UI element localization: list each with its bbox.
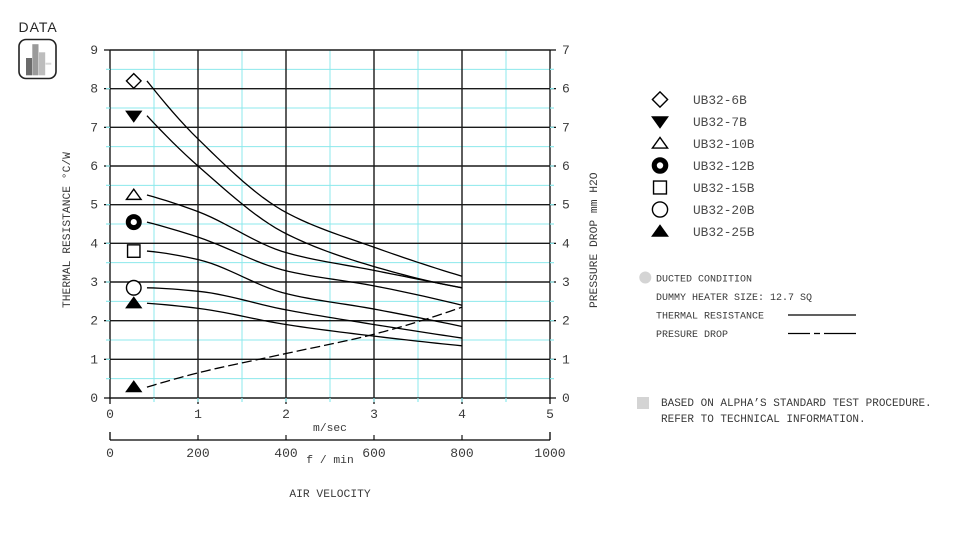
svg-text:1: 1	[562, 352, 570, 367]
svg-text:UB32-15B: UB32-15B	[693, 181, 755, 196]
svg-text:5: 5	[90, 198, 98, 213]
svg-text:4: 4	[562, 236, 570, 251]
svg-text:0: 0	[106, 446, 114, 461]
svg-text:200: 200	[186, 446, 209, 461]
svg-text:UB32-25B: UB32-25B	[693, 225, 755, 240]
svg-text:3: 3	[562, 275, 570, 290]
svg-text:7: 7	[90, 120, 98, 135]
svg-text:6: 6	[90, 159, 98, 174]
svg-text:2: 2	[562, 314, 570, 329]
svg-text:600: 600	[362, 446, 385, 461]
svg-text:THERMAL RESISTANCE °C/W: THERMAL RESISTANCE °C/W	[62, 152, 74, 308]
svg-text:5: 5	[546, 407, 554, 422]
svg-text:AIR VELOCITY: AIR VELOCITY	[289, 489, 371, 501]
svg-text:7: 7	[562, 120, 570, 135]
svg-text:1: 1	[90, 352, 98, 367]
svg-text:UB32-10B: UB32-10B	[693, 137, 755, 152]
svg-text:4: 4	[458, 407, 466, 422]
svg-text:DUMMY HEATER SIZE: 12.7 SQ: DUMMY HEATER SIZE: 12.7 SQ	[656, 293, 812, 304]
svg-text:PRESURE DROP: PRESURE DROP	[656, 330, 728, 341]
svg-text:UB32-20B: UB32-20B	[693, 203, 755, 218]
svg-text:0: 0	[106, 407, 114, 422]
svg-text:6: 6	[562, 82, 570, 97]
svg-text:4: 4	[90, 236, 98, 251]
svg-text:3: 3	[90, 275, 98, 290]
svg-text:1: 1	[194, 407, 202, 422]
svg-text:2: 2	[282, 407, 290, 422]
svg-text:400: 400	[274, 446, 297, 461]
svg-text:6: 6	[562, 159, 570, 174]
svg-text:DUCTED CONDITION: DUCTED CONDITION	[656, 275, 752, 286]
svg-text:1000: 1000	[534, 446, 565, 461]
svg-text:800: 800	[450, 446, 473, 461]
svg-text:8: 8	[90, 82, 98, 97]
svg-text:7: 7	[562, 43, 570, 58]
svg-text:3: 3	[370, 407, 378, 422]
svg-text:0: 0	[90, 391, 98, 406]
svg-text:9: 9	[90, 43, 98, 58]
svg-text:DATA: DATA	[19, 19, 58, 35]
svg-text:2: 2	[90, 314, 98, 329]
svg-text:PRESSURE DROP mm H2O: PRESSURE DROP mm H2O	[589, 172, 601, 308]
svg-text:f / min: f / min	[306, 455, 353, 467]
svg-text:UB32-6B: UB32-6B	[693, 93, 747, 108]
svg-text:BASED ON ALPHA’S STANDARD TEST: BASED ON ALPHA’S STANDARD TEST PROCEDURE…	[661, 398, 932, 410]
svg-text:0: 0	[562, 391, 570, 406]
svg-text:THERMAL RESISTANCE: THERMAL RESISTANCE	[656, 312, 764, 323]
svg-text:m/sec: m/sec	[313, 423, 347, 435]
svg-text:UB32-12B: UB32-12B	[693, 159, 755, 174]
svg-text:UB32-7B: UB32-7B	[693, 115, 747, 130]
svg-text:5: 5	[562, 198, 570, 213]
svg-text:REFER TO TECHNICAL INFORMATION: REFER TO TECHNICAL INFORMATION.	[661, 414, 866, 426]
